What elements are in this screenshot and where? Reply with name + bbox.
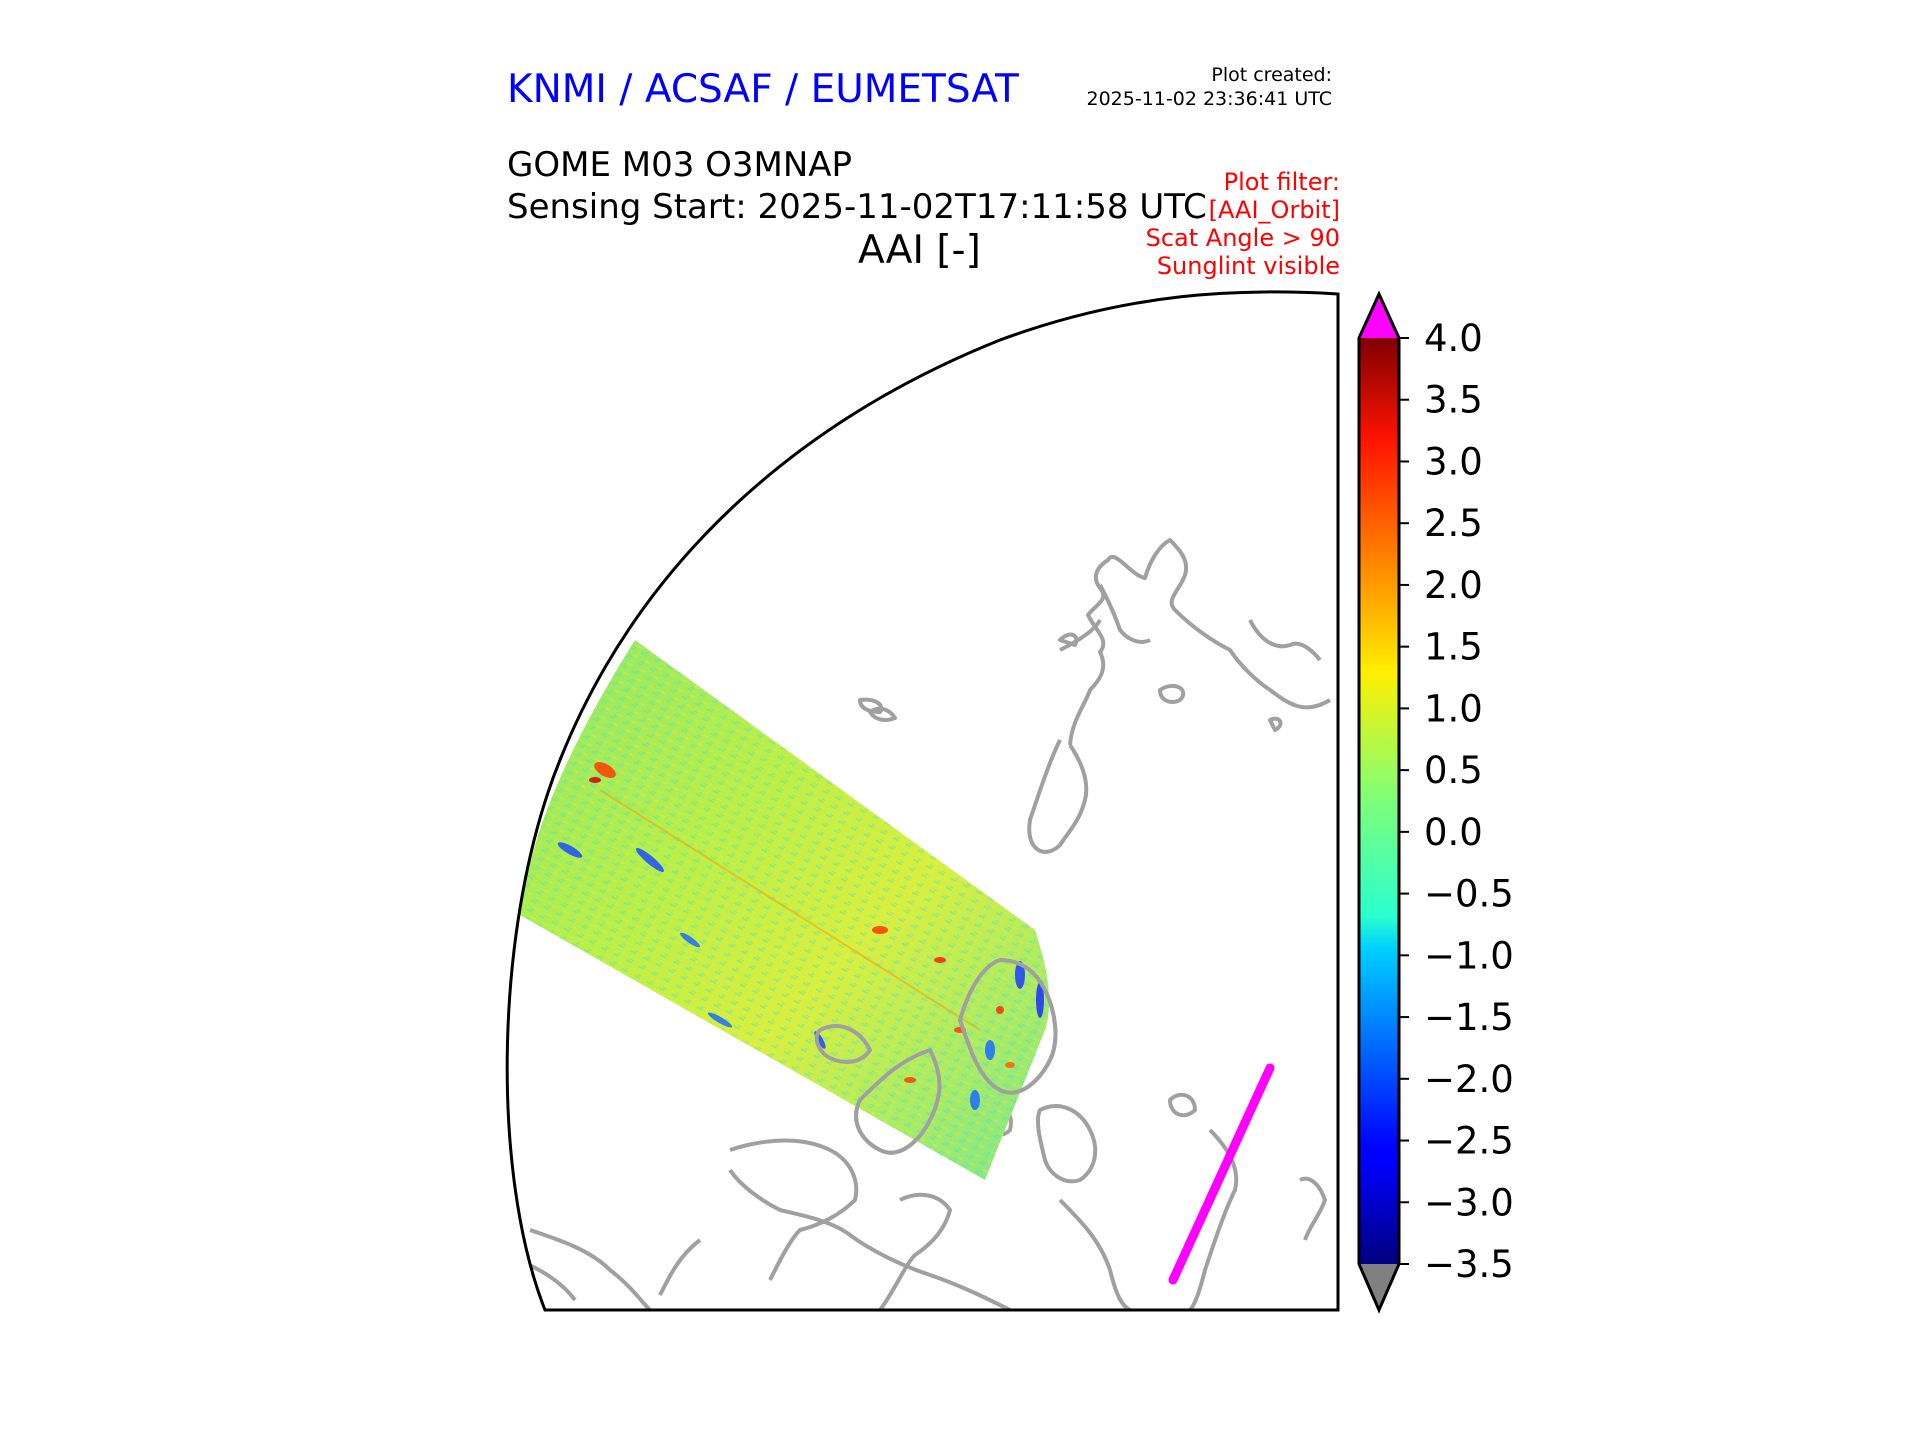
coastline-russia-east [1248,619,1322,662]
colorbar-under-arrow [1359,1264,1399,1310]
sensing-start: Sensing Start: 2025-11-02T17:11:58 UTC [507,187,1207,227]
colorbar-tick-label: −3.5 [1424,1243,1514,1286]
plot-filter-sunglint: Sunglint visible [1156,252,1340,280]
swath-anomalies [557,762,1044,1110]
coastline-alaska-west [519,1258,577,1302]
coastline-wrangel [1268,716,1283,732]
coastline-iceland [1168,1092,1197,1118]
agency-title: KNMI / ACSAF / EUMETSAT [507,67,1019,112]
coastline-europe-se [1299,1176,1327,1241]
map-frame [505,290,1340,1312]
coastline-franz-josef [858,697,884,714]
colorbar-tick-label: −2.5 [1424,1120,1514,1163]
coastline-hudson [878,1192,952,1310]
colorbar-tick-label: 3.0 [1424,440,1483,483]
colorbar-tick-label: 0.5 [1424,749,1483,792]
colorbar-tick-label: 0.0 [1424,811,1483,854]
sunglint-track [1168,1063,1275,1285]
plot-created-label: Plot created: [1211,64,1332,86]
swath-texture [520,640,1050,1180]
coastline-pacific-nw [529,1228,652,1310]
coastline-svalbard [868,706,897,722]
variable-title: AAI [-] [858,228,981,273]
colorbar-tick-label: 2.5 [1424,502,1483,545]
colorbar-tick-label: 4.0 [1424,317,1483,360]
colorbar-tick-label: −0.5 [1424,873,1514,916]
coastline-chukotka [658,1238,702,1296]
coastline-baffin [1035,1104,1098,1184]
coastline-north-siberia [1098,584,1151,644]
colorbar-over-arrow [1359,294,1399,338]
colorbar-tick-label: 3.5 [1424,379,1483,422]
coastline-taymyr [1059,618,1102,652]
colorbar-tick-label: 1.0 [1424,687,1483,730]
colorbar-gradient [1359,338,1399,1264]
plot-filter-label: Plot filter: [1223,168,1340,196]
colorbar: 4.0 3.5 3.0 2.5 2.0 1.5 1.0 0.5 0.0 −0.5 −1.0 −1.5 −… [1357,290,1514,1314]
colorbar-ticks: 4.0 3.5 3.0 2.5 2.0 1.5 1.0 0.5 0.0 −0.5 −1.0 −1.5 −… [1399,317,1514,1286]
colorbar-tick-label: 1.5 [1424,626,1483,669]
aai-swath [520,640,1058,1180]
coastline-over-swath [814,958,1058,1155]
coastline-alaska [729,1138,859,1281]
coastline-islands-1 [1058,632,1079,647]
coastline-labrador [1058,1198,1132,1310]
product-title: GOME M03 O3MNAP [507,145,853,185]
map-content [519,538,1332,1310]
colorbar-tick-label: −1.0 [1424,934,1514,977]
colorbar-tick-label: −2.0 [1424,1058,1514,1101]
coastline-mainland-canada [728,1168,1011,1310]
colorbar-tick-label: −1.5 [1424,996,1514,1039]
coastline-siberia [1068,538,1332,746]
plot-filter-scat-angle: Scat Angle > 90 [1145,224,1340,252]
colorbar-tick-label: 2.0 [1424,564,1483,607]
plot-filter-orbit: [AAI_Orbit] [1208,196,1340,224]
plot-created-timestamp: 2025-11-02 23:36:41 UTC [1086,88,1333,110]
colorbar-tick-label: −3.0 [1424,1181,1514,1224]
coastline-scandinavia [1027,739,1089,854]
coastline-new-siberian [1158,683,1186,704]
